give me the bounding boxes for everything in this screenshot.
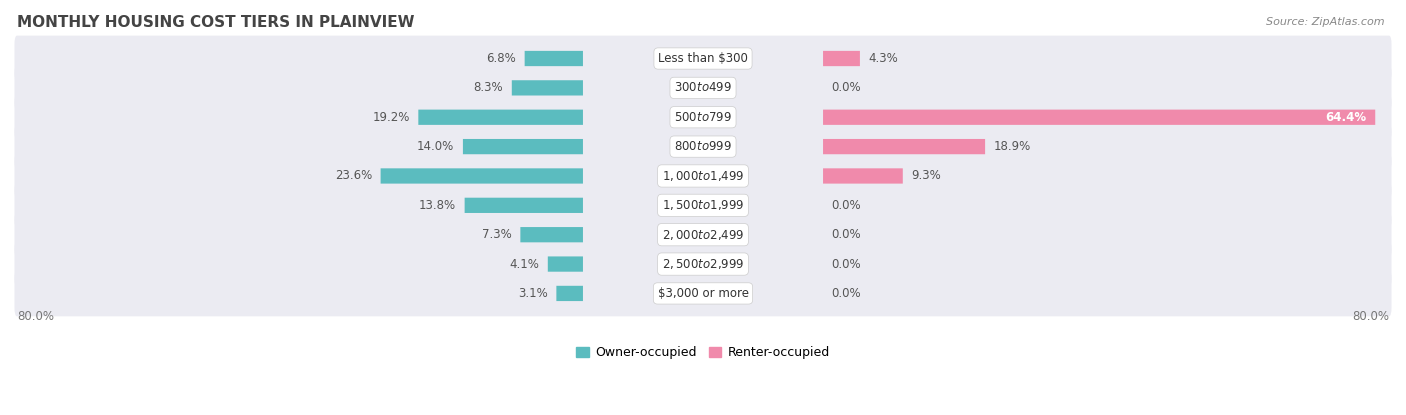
Text: 9.3%: 9.3%	[911, 169, 941, 183]
Text: $500 to $799: $500 to $799	[673, 111, 733, 124]
Text: 64.4%: 64.4%	[1326, 111, 1367, 124]
Text: $2,000 to $2,499: $2,000 to $2,499	[662, 228, 744, 242]
Text: 13.8%: 13.8%	[419, 199, 456, 212]
Text: 6.8%: 6.8%	[486, 52, 516, 65]
Text: 23.6%: 23.6%	[335, 169, 373, 183]
FancyBboxPatch shape	[14, 94, 1392, 140]
Text: $1,500 to $1,999: $1,500 to $1,999	[662, 198, 744, 212]
FancyBboxPatch shape	[419, 110, 583, 125]
Text: 0.0%: 0.0%	[831, 81, 862, 94]
Text: 80.0%: 80.0%	[1353, 310, 1389, 323]
FancyBboxPatch shape	[381, 168, 583, 183]
Text: Source: ZipAtlas.com: Source: ZipAtlas.com	[1267, 17, 1385, 27]
Text: 4.1%: 4.1%	[509, 258, 540, 271]
Text: 4.3%: 4.3%	[869, 52, 898, 65]
Text: $2,500 to $2,999: $2,500 to $2,999	[662, 257, 744, 271]
Text: $800 to $999: $800 to $999	[673, 140, 733, 153]
Text: 8.3%: 8.3%	[474, 81, 503, 94]
FancyBboxPatch shape	[512, 80, 583, 95]
Text: 3.1%: 3.1%	[517, 287, 548, 300]
FancyBboxPatch shape	[524, 51, 583, 66]
FancyBboxPatch shape	[823, 139, 986, 154]
Legend: Owner-occupied, Renter-occupied: Owner-occupied, Renter-occupied	[571, 341, 835, 364]
FancyBboxPatch shape	[14, 183, 1392, 228]
Text: 0.0%: 0.0%	[831, 287, 862, 300]
FancyBboxPatch shape	[520, 227, 583, 242]
Text: 0.0%: 0.0%	[831, 228, 862, 241]
FancyBboxPatch shape	[14, 36, 1392, 81]
FancyBboxPatch shape	[14, 212, 1392, 258]
Text: MONTHLY HOUSING COST TIERS IN PLAINVIEW: MONTHLY HOUSING COST TIERS IN PLAINVIEW	[17, 15, 415, 30]
FancyBboxPatch shape	[823, 110, 1375, 125]
FancyBboxPatch shape	[14, 124, 1392, 169]
FancyBboxPatch shape	[14, 271, 1392, 316]
FancyBboxPatch shape	[463, 139, 583, 154]
Text: $3,000 or more: $3,000 or more	[658, 287, 748, 300]
FancyBboxPatch shape	[14, 241, 1392, 287]
Text: 0.0%: 0.0%	[831, 258, 862, 271]
Text: 80.0%: 80.0%	[17, 310, 53, 323]
Text: $1,000 to $1,499: $1,000 to $1,499	[662, 169, 744, 183]
FancyBboxPatch shape	[557, 286, 583, 301]
Text: $300 to $499: $300 to $499	[673, 81, 733, 94]
FancyBboxPatch shape	[823, 168, 903, 183]
FancyBboxPatch shape	[823, 51, 860, 66]
Text: 19.2%: 19.2%	[373, 111, 409, 124]
FancyBboxPatch shape	[548, 256, 583, 272]
Text: 0.0%: 0.0%	[831, 199, 862, 212]
Text: 18.9%: 18.9%	[994, 140, 1031, 153]
FancyBboxPatch shape	[464, 198, 583, 213]
Text: 7.3%: 7.3%	[482, 228, 512, 241]
FancyBboxPatch shape	[14, 153, 1392, 199]
FancyBboxPatch shape	[14, 65, 1392, 111]
Text: Less than $300: Less than $300	[658, 52, 748, 65]
Text: 14.0%: 14.0%	[418, 140, 454, 153]
